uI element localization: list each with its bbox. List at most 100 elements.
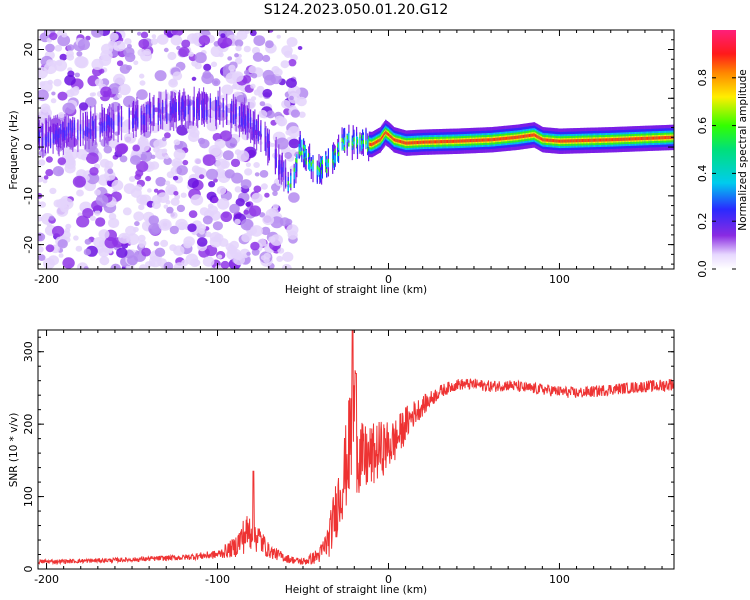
ridge-segment [318,166,320,171]
noise-blob [221,84,234,96]
noise-blob [194,62,202,70]
ridge-segment [614,138,616,142]
noise-blob [188,210,198,219]
ridge-segment [63,128,65,138]
ridge-segment [257,131,259,142]
noise-blob [82,208,94,219]
ridge-segment [325,154,327,163]
ridge-segment [627,137,629,141]
noise-blob [156,34,169,45]
ridge-segment [415,141,417,145]
ridge-segment [215,100,217,121]
ridge-segment [620,137,622,141]
ridge-segment [590,138,592,142]
ridge-segment [295,164,297,172]
ridge-segment [609,138,611,142]
ridge-segment [351,141,353,146]
noise-blob [280,60,290,69]
noise-blob [217,254,223,259]
noise-blob [236,150,250,162]
noise-blob [259,170,269,178]
ridge-segment [365,140,367,145]
ridge-segment [103,107,105,128]
noise-blob [89,92,95,97]
noise-blob [170,34,183,46]
ridge-segment [519,135,521,139]
ridge-segment [169,111,171,121]
ridge-segment [67,122,70,133]
noise-blob [117,93,122,99]
ridge-segment [589,138,591,142]
ridge-segment [309,159,311,164]
ridge-segment [368,139,370,147]
noise-blob [111,179,124,191]
ridge-segment [298,150,300,155]
noise-blob [275,137,289,150]
noise-blob [194,52,207,64]
noise-blob [262,88,273,98]
noise-blob [75,56,89,69]
noise-blob [233,254,246,266]
ridge-segment [644,136,647,140]
ridge-segment [398,139,400,143]
ridge-segment [44,135,46,145]
ridge-segment [362,140,364,144]
ridge-segment [73,120,76,130]
y-tick-label: 0 [22,566,35,573]
ridge-segment [538,135,540,139]
ridge-segment [587,138,589,142]
ridge-segment [527,134,529,138]
ridge-segment [108,114,110,125]
ridge-segment [308,161,310,170]
noise-blob [244,30,250,34]
noise-blob [288,92,301,104]
ridge-segment [562,139,565,143]
ridge-segment [326,169,328,173]
ridge-segment [622,137,624,141]
ridge-segment [183,102,185,112]
ridge-segment [343,142,345,150]
ridge-segment [118,115,120,135]
noise-blob [141,247,151,257]
ridge-segment [397,139,399,143]
ridge-segment [556,139,558,143]
noise-blob [61,32,68,38]
noise-blob [137,48,146,57]
ridge-segment [205,93,207,113]
ridge-segment [173,104,175,115]
noise-blob [65,223,72,230]
ridge-segment [334,155,336,164]
ridge-segment [359,134,361,139]
ridge-segment [189,103,191,123]
noise-blob [107,168,114,175]
ridge-segment [638,137,640,141]
ridge-segment [468,139,470,143]
ridge-segment [69,120,71,131]
ridge-segment [433,140,435,144]
ridge-segment [621,137,623,141]
noise-blob [259,212,266,218]
noise-blob [211,196,219,203]
noise-blob [123,183,136,195]
noise-blob [198,137,206,145]
noise-blob [261,226,271,236]
ridge-segment [407,141,409,145]
ridge-segment [234,114,236,124]
noise-blob [250,83,256,89]
ridge-segment [468,139,470,143]
x-tick-label: 0 [385,273,392,286]
ridge-segment [387,132,389,136]
noise-blob [153,188,159,193]
ridge-segment [522,134,524,138]
noise-blob [186,125,197,134]
noise-blob [89,215,96,221]
ridge-segment [260,125,262,136]
ridge-segment [502,137,504,141]
noise-blob [220,33,226,38]
ridge-segment [42,137,44,147]
ridge-segment [630,137,632,141]
noise-blob [222,150,234,161]
ridge-segment [603,138,605,142]
ridge-segment [582,139,584,143]
noise-blob [153,241,160,247]
